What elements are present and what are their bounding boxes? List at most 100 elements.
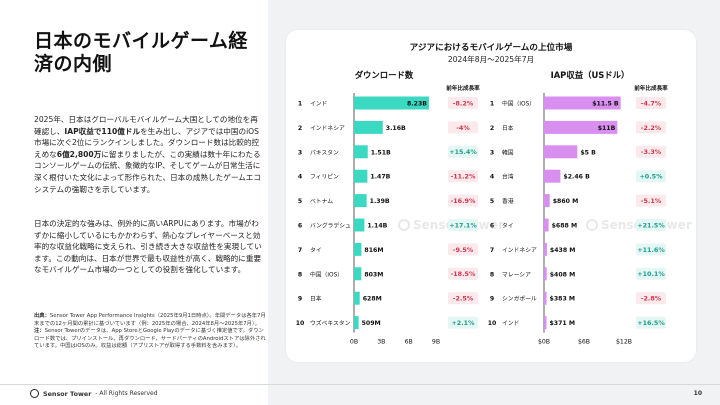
rank-label: 1 [298,101,302,108]
category-label: フィリピン [310,174,339,181]
yoy-value: +11.6% [637,246,665,254]
bar [544,194,550,208]
bar [354,218,365,232]
yoy-header: 前年比成長率 [634,84,668,92]
source-text: Sensor Tower App Performance Insights（20… [34,313,266,327]
category-label: 台湾 [502,173,514,181]
footer-divider [0,384,720,385]
footer-brand: Sensor Tower [43,389,92,398]
chart-title: アジアにおけるモバイルゲームの上位市場 [410,41,573,53]
yoy-badge [448,170,478,183]
bar [354,96,429,110]
yoy-badge [448,145,478,158]
rank-label: 10 [488,320,497,327]
rank-label: 5 [490,198,494,205]
yoy-badge [448,194,478,207]
bar [544,316,547,330]
rank-label: 4 [490,174,495,181]
yoy-badge [636,145,666,158]
data-label: 3.16B [386,125,406,132]
category-label: インドネシア [502,247,537,254]
data-label: 1.14B [367,223,387,230]
paragraph-text: に留まりましたが、この実績は数十年にわたるコンソールゲームの伝統、象徴的なIP、… [34,149,261,194]
bar [354,120,383,134]
bar [544,291,547,305]
yoy-badge [448,97,478,109]
rank-label: 6 [490,223,494,230]
data-label: 628M [363,296,382,303]
yoy-badge [636,194,666,207]
bar [544,120,618,134]
x-tick-label: 9B [432,339,440,346]
category-label: パキスタン [310,148,339,156]
rank-label: 7 [298,247,302,254]
yoy-value: -2.5% [453,295,474,303]
category-label: バングラデシュ [310,222,351,230]
data-label: $2.46 B [563,174,590,181]
category-label: タイ [310,246,322,254]
chart-card: Sensor Tower Sensor Tower アジアにおけるモバイルゲーム… [286,30,696,362]
rank-label: 1 [490,101,494,108]
bar [544,145,578,159]
bar-charts: アジアにおけるモバイルゲームの上位市場2024年8月〜2025年7月ダウンロード… [296,41,668,346]
x-tick-label: 3B [377,339,385,346]
yoy-badge [636,170,666,183]
yoy-value: +17.1% [449,221,477,229]
yoy-badge [448,219,478,231]
data-label: $11.5 B [592,101,619,108]
yoy-badge [636,267,666,280]
yoy-value: +15.4% [449,148,477,156]
category-label: タイ [502,222,514,230]
watermark-logo-icon [398,219,410,231]
yoy-value: -11.2% [451,173,476,181]
category-label: マレーシア [502,271,531,278]
data-label: $11B [598,125,616,132]
data-label: $5 B [580,149,596,156]
watermark-logo-icon [586,219,598,231]
x-tick-label: $0B [538,339,550,346]
bar [544,218,549,232]
category-label: 中国（iOS） [310,270,343,278]
data-label: $688 M [552,223,578,230]
paragraph-2: 日本の決定的な強みは、例外的に高いARPUにあります。市場がわずかに縮小している… [34,219,262,275]
yoy-value: -5.1% [641,197,662,205]
rank-label: 3 [298,149,302,156]
bar [544,267,547,281]
bar [354,242,362,256]
rank-label: 8 [490,271,494,278]
yoy-badge [636,97,666,109]
footer: Sensor Tower - All Rights Reserved [30,389,158,398]
yoy-badge [636,121,666,134]
yoy-badge [636,292,666,305]
x-tick-label: $12B [616,339,632,346]
yoy-value: -4.7% [641,99,662,107]
chart-subtitle: 2024年8月〜2025年7月 [448,54,534,64]
data-label: $860 M [553,198,579,205]
source-note: 出典：Sensor Tower App Performance Insights… [34,313,266,328]
data-label: 1.51B [371,149,391,156]
rank-label: 9 [490,296,494,303]
data-label: 1.39B [370,198,390,205]
data-label: 816M [364,247,383,254]
yoy-value: +2.1% [451,319,475,327]
rank-label: 3 [490,149,494,156]
category-label: インド [502,321,520,327]
data-label: 8.23B [407,101,427,108]
category-label: インド [310,102,328,108]
rank-label: 6 [298,223,302,230]
footer-rights: - All Rights Reserved [95,390,158,397]
yoy-badge [448,243,478,256]
bar [354,145,368,159]
yoy-badge [448,292,478,305]
panel-title: ダウンロード数 [355,70,414,80]
bar [354,291,360,305]
yoy-badge [448,316,478,329]
yoy-value: +21.5% [637,221,665,229]
rank-label: 9 [298,296,302,303]
note-text: Sensor Towerのデータは、App StoreとGoogle Playの… [34,328,266,350]
source-label: 出典： [34,313,50,319]
highlight-text: IAP収益で110億ドル [64,126,141,136]
yoy-badge [636,243,666,256]
data-label: $383 M [550,296,576,303]
